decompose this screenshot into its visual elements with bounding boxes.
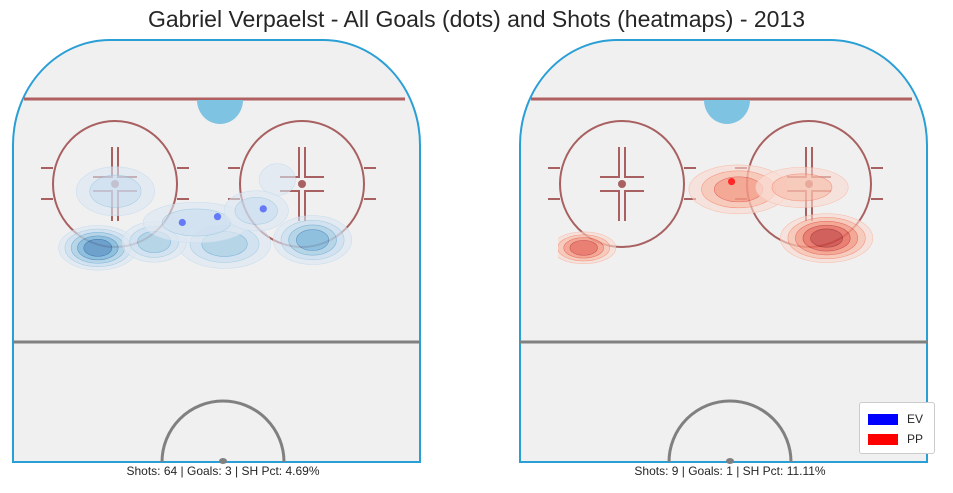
ev-center-dot (219, 458, 227, 464)
ev-shot-heatmap (58, 163, 353, 271)
pp-center-dot (726, 458, 734, 464)
legend-label-ev: EV (907, 412, 924, 426)
pp-rink-panel (519, 39, 928, 464)
ev-density-band-4-1 (89, 174, 142, 208)
pp-shot-summary: Shots: 9 | Goals: 1 | SH Pct: 11.11% (634, 464, 826, 478)
pp-faceoff-ring-left (559, 120, 685, 248)
pp-goal-crease (704, 100, 750, 124)
legend-swatch-ev (868, 413, 898, 425)
ev-goal-dot-0 (178, 218, 186, 227)
ev-density-band-0-4 (83, 239, 113, 257)
ev-goal-dot-2 (259, 205, 267, 213)
pp-faceoff-circle-left (548, 120, 696, 248)
pp-center-circle (667, 399, 793, 463)
ev-shot-summary: Shots: 64 | Goals: 3 | SH Pct: 4.69% (126, 464, 320, 478)
ev-density-band-7-1 (234, 196, 278, 225)
ev-density-band-5-1 (161, 208, 232, 237)
ev-rink-panel (12, 39, 421, 464)
pp-goal-dot-0 (727, 177, 736, 186)
legend-label-pp: PP (907, 432, 924, 446)
pp-boards (519, 39, 928, 463)
pp-density-band-1-3 (569, 240, 598, 256)
pp-density-band-0-4 (810, 228, 843, 248)
legend-swatch-pp (868, 433, 898, 445)
pp-shot-heatmap (558, 164, 874, 265)
ev-faceoff-dot-right (298, 180, 306, 188)
legend-item-pp: PP (868, 431, 923, 447)
chart-title: Gabriel Verpaelst - All Goals (dots) and… (147, 6, 806, 32)
ev-goal-dot-1 (213, 213, 222, 221)
ev-density-band-6-0 (258, 163, 296, 196)
pp-density-band-3-1 (771, 173, 833, 202)
pp-faceoff-dot-left (618, 180, 626, 188)
legend: EV PP (859, 402, 935, 454)
ev-center-circle (160, 399, 286, 463)
ev-density-band-1-3 (296, 229, 330, 251)
legend-item-ev: EV (868, 411, 923, 427)
ev-goal-crease (197, 100, 243, 124)
